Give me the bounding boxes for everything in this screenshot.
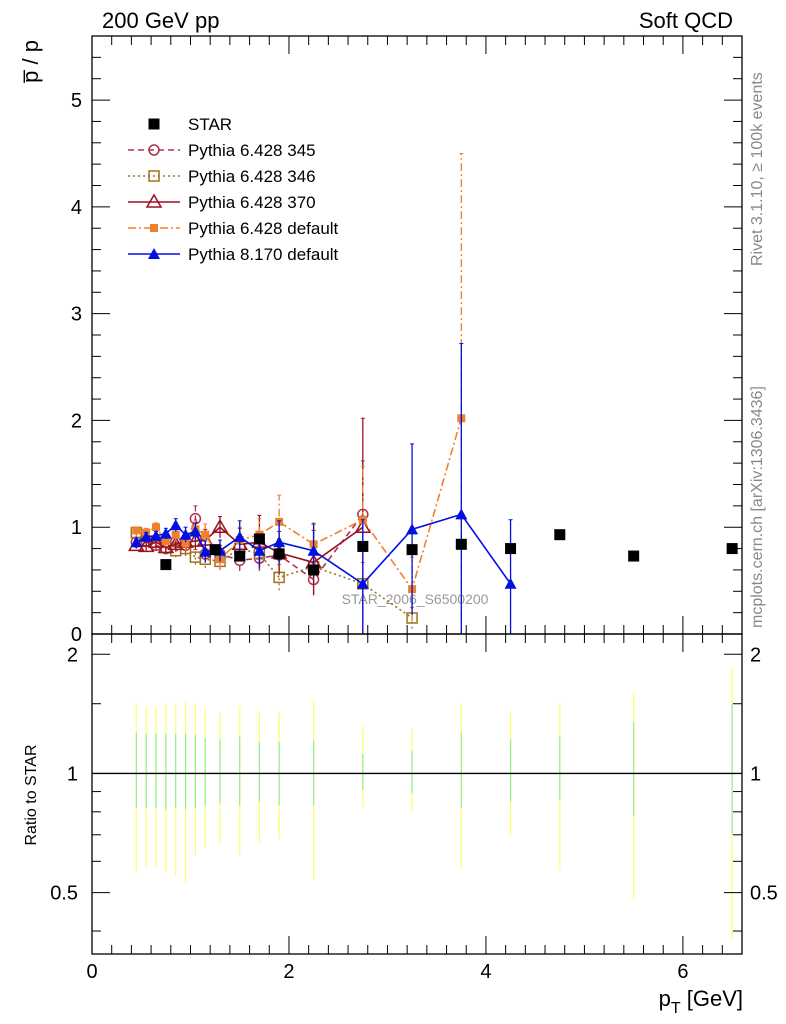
data-point [628, 550, 640, 562]
main-ticks: 0 1 2 3 4 5 [71, 36, 743, 646]
data-point [406, 523, 419, 535]
data-point [455, 538, 467, 550]
series-star [160, 529, 738, 576]
data-point [160, 559, 172, 571]
mcplots-label: mcplots.cern.ch [arXiv:1306.3436] [749, 386, 766, 628]
x-tick-label: 2 [283, 961, 294, 983]
data-point [308, 564, 320, 576]
legend-item: Pythia 6.428 default [128, 219, 339, 238]
legend-label: Pythia 8.170 default [188, 245, 339, 264]
y-tick-label: 0.5 [750, 883, 778, 905]
data-point [140, 530, 153, 542]
data-point [152, 523, 161, 532]
y-tick-label: 0 [71, 624, 82, 646]
data-point [148, 144, 160, 156]
legend-item: Pythia 6.428 370 [128, 193, 316, 212]
legend-item: STAR [148, 115, 232, 134]
data-point [148, 118, 160, 130]
data-point [181, 539, 190, 548]
data-point [167, 535, 185, 551]
data-point [554, 529, 566, 541]
y-tick-label: 5 [71, 90, 82, 112]
series-py370 [128, 417, 372, 634]
legend-label: STAR [188, 115, 232, 134]
data-point [209, 544, 221, 556]
data-point [406, 544, 418, 556]
y-tick-label: 0.5 [50, 883, 78, 905]
main-series [128, 152, 738, 634]
series-line [136, 418, 463, 591]
legend-label: Pythia 6.428 default [188, 219, 339, 238]
x-tick-label: 4 [480, 961, 491, 983]
data-point [455, 508, 468, 520]
legend-label: Pythia 6.428 345 [188, 141, 316, 160]
main-panel: STAR_2006_S6500200 0 1 2 3 4 5 STAR Pythia 6.4… [71, 35, 743, 646]
data-point [357, 540, 369, 552]
y-tick-label: 2 [71, 410, 82, 432]
data-point [211, 518, 229, 533]
data-point [130, 536, 143, 548]
legend: STAR Pythia 6.428 345 Pythia 6.428 346 Pyth… [128, 115, 339, 264]
data-point [199, 545, 212, 557]
data-point [233, 530, 246, 542]
main-ylabel: p̅ / p [18, 40, 43, 83]
x-tick-label: 6 [677, 961, 688, 983]
data-point [179, 528, 192, 540]
data-point [307, 544, 320, 556]
data-point [253, 544, 266, 556]
data-point [150, 529, 163, 541]
legend-item: Pythia 6.428 345 [128, 141, 316, 160]
data-point [159, 527, 172, 539]
header-right: Soft QCD [639, 8, 733, 33]
data-point [148, 170, 160, 182]
data-point [161, 537, 170, 546]
legend-label: Pythia 6.428 346 [188, 167, 316, 186]
data-point [504, 577, 517, 589]
legend-label: Pythia 6.428 370 [188, 193, 316, 212]
ratio-frame [91, 633, 743, 955]
y-tick-label: 1 [67, 763, 78, 785]
y-tick-label: 1 [71, 517, 82, 539]
data-point [234, 550, 246, 562]
data-point [189, 525, 202, 537]
data-point [273, 548, 285, 560]
ratio-ticks: 0.5 0.5 1 1 2 2 0 2 4 6 [50, 634, 778, 983]
data-point [145, 193, 163, 208]
y-tick-label: 2 [750, 644, 761, 666]
legend-item: Pythia 6.428 346 [128, 167, 316, 186]
data-point [726, 543, 738, 555]
data-point [147, 533, 165, 548]
ratio-bands [135, 667, 733, 940]
x-axis-label: pT [GeV] [659, 986, 743, 1017]
rivet-label: Rivet 3.1.10, ≥ 100k events [749, 72, 766, 266]
data-point [201, 530, 210, 539]
data-point [169, 519, 182, 531]
data-point [150, 224, 158, 232]
data-point [356, 577, 369, 589]
data-point [132, 526, 141, 535]
y-tick-label: 2 [67, 644, 78, 666]
data-point [273, 536, 286, 548]
y-tick-label: 1 [750, 763, 761, 785]
data-point [505, 543, 517, 555]
data-point [171, 530, 180, 539]
header-left: 200 GeV pp [102, 8, 219, 33]
ratio-panel: 0.5 0.5 1 1 2 2 0 2 4 6 [50, 633, 778, 983]
y-tick-label: 4 [71, 197, 82, 219]
analysis-watermark: STAR_2006_S6500200 [342, 591, 489, 607]
data-point [157, 539, 175, 554]
legend-item: Pythia 8.170 default [128, 245, 339, 264]
x-tick-label: 0 [86, 961, 97, 983]
ratio-ylabel: Ratio to STAR [23, 744, 40, 845]
data-point [148, 248, 160, 259]
data-point [253, 533, 265, 545]
y-tick-label: 3 [71, 304, 82, 326]
